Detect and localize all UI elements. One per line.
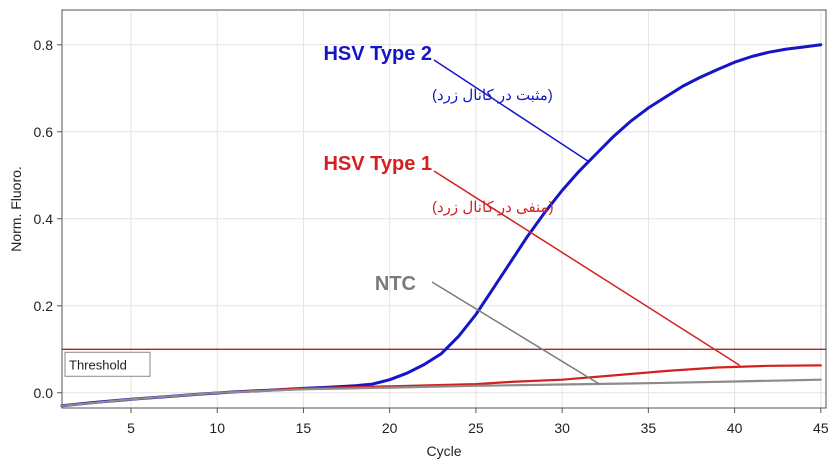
annotation-title: HSV Type 2 [323, 43, 432, 65]
y-tick-label: 0.4 [34, 211, 54, 227]
annotation-leader-line [433, 59, 591, 163]
series-layer [60, 43, 823, 408]
x-tick-label: 30 [554, 420, 570, 436]
annotation-layer: HSV Type 2 (مثبت در کانال زرد) HSV Type 1 (… [323, 43, 741, 386]
x-axis-label: Cycle [426, 443, 461, 459]
y-tick-label: 0.6 [34, 124, 54, 140]
annotation-title: HSV Type 1 [323, 153, 432, 175]
threshold-label: Threshold [69, 357, 127, 372]
annotation-leader-line [431, 281, 601, 386]
x-tick-label: 20 [382, 420, 398, 436]
x-tick-label: 40 [727, 420, 743, 436]
threshold-label-box [64, 351, 151, 377]
plot-area [61, 9, 827, 409]
y-axis-label: Norm. Fluoro. [8, 166, 24, 252]
series-line-2[interactable] [60, 378, 822, 407]
grid [62, 10, 826, 408]
x-tick-label: 5 [127, 420, 135, 436]
annotation-2: NTC [375, 273, 601, 386]
y-tick-label: 0.8 [34, 37, 54, 53]
annotation-0: HSV Type 2 (مثبت در کانال زرد) [323, 43, 591, 163]
annotation-1: HSV Type 1 (منفی در کانال زرد) [323, 153, 741, 367]
x-axis-ticks: 5 10 15 20 25 30 35 40 45 [127, 408, 829, 436]
x-tick-label: 25 [468, 420, 484, 436]
x-tick-label: 15 [296, 420, 312, 436]
annotation-subtitle: (منفی در کانال زرد) [432, 199, 554, 216]
y-tick-label: 0.2 [34, 298, 54, 314]
x-tick-label: 45 [813, 420, 829, 436]
y-tick-label: 0.0 [34, 385, 54, 401]
y-axis-ticks: 0.0 0.2 0.4 0.6 0.8 [34, 37, 62, 401]
annotation-title: NTC [375, 273, 416, 295]
annotation-subtitle: (مثبت در کانال زرد) [432, 87, 553, 104]
x-tick-label: 35 [641, 420, 657, 436]
annotation-leader-line [433, 170, 741, 367]
x-tick-label: 10 [209, 420, 225, 436]
